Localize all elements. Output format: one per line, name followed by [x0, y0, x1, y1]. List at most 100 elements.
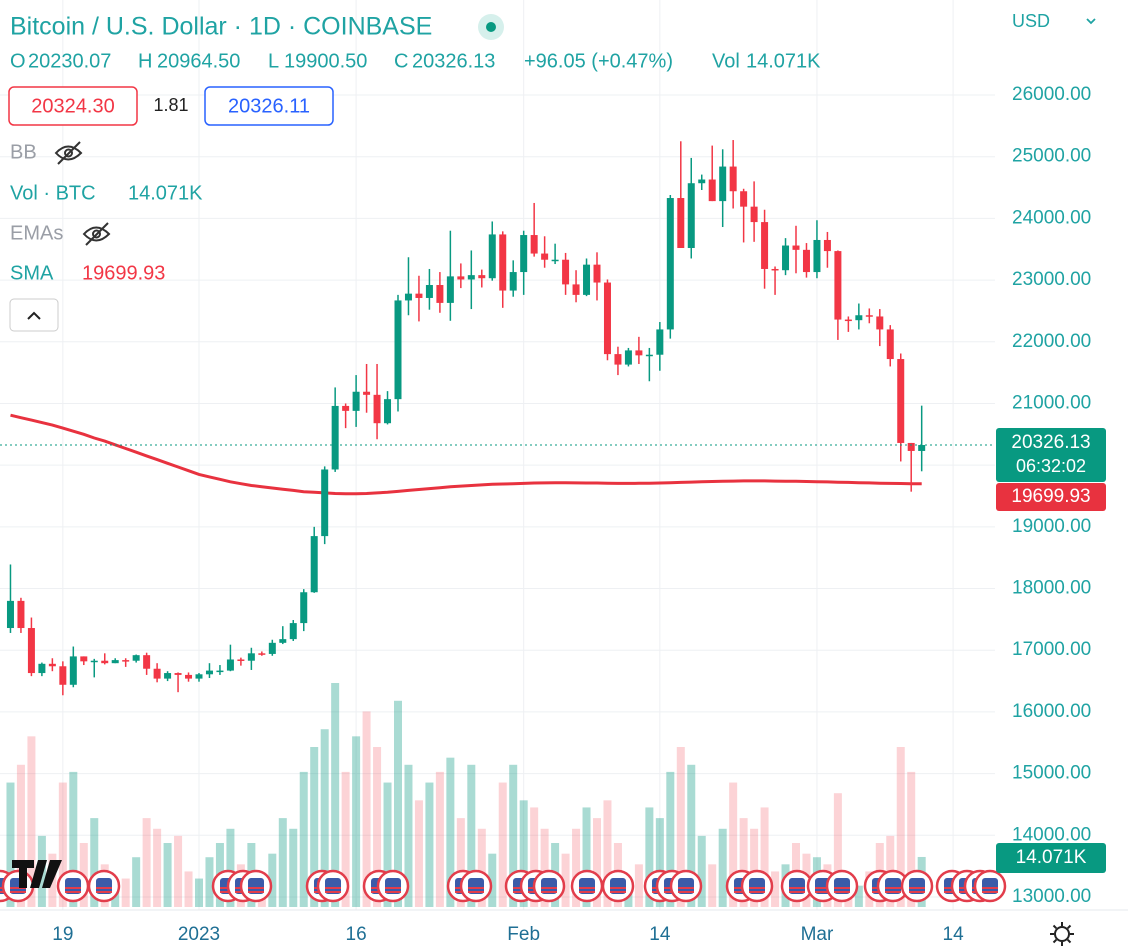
- candle-body: [918, 445, 926, 451]
- volume-bar: [289, 828, 298, 907]
- y-tick-label: 25000.00: [1012, 146, 1091, 167]
- event-flag-field: [325, 878, 341, 894]
- event-flag-stripes: [678, 887, 694, 893]
- candle-body: [886, 329, 894, 360]
- ohlc-value: 20230.07: [28, 50, 111, 72]
- candle-body: [38, 663, 46, 674]
- volume-bar: [739, 818, 748, 907]
- currency[interactable]: USD: [1012, 11, 1050, 31]
- candle-body: [761, 222, 769, 269]
- volume-bar: [414, 800, 423, 907]
- candle-body: [17, 600, 25, 629]
- candle-body: [823, 239, 831, 252]
- candle-body: [279, 639, 287, 643]
- candle-body: [520, 235, 528, 273]
- event-flag-field: [982, 878, 998, 894]
- volume-bar: [58, 782, 67, 907]
- bid: 20324.30: [31, 95, 114, 117]
- y-tick-label: 17000.00: [1012, 639, 1091, 660]
- candle-body: [876, 316, 884, 330]
- candle-body: [844, 319, 852, 322]
- candle-body: [352, 391, 360, 411]
- candle-body: [624, 350, 632, 365]
- candle-body: [656, 329, 664, 355]
- event-flag-stripes: [885, 887, 901, 893]
- indicator-name: SMA: [10, 262, 54, 284]
- volume-bar: [184, 871, 193, 907]
- volume-bar: [519, 800, 528, 907]
- candle-body: [551, 259, 559, 262]
- settings-tooth: [1052, 938, 1058, 944]
- chevron-up: [27, 311, 41, 320]
- volume-bar: [121, 878, 130, 907]
- settings-tooth: [1052, 924, 1058, 930]
- hidden-icon[interactable]: [82, 222, 111, 246]
- candle-body: [363, 391, 371, 395]
- y-tick-label: 19000.00: [1012, 516, 1091, 537]
- volume-bar: [572, 828, 581, 907]
- candle-body: [855, 315, 863, 321]
- candle-body: [719, 166, 727, 202]
- volume-bar: [394, 700, 402, 907]
- event-flag-field: [65, 878, 81, 894]
- candle-body: [509, 272, 517, 291]
- volume-bar: [153, 828, 162, 907]
- background-layer: [0, 0, 1128, 911]
- candle-body: [185, 674, 193, 679]
- ohlc-key: L: [268, 50, 279, 72]
- event-flag-field: [468, 878, 484, 894]
- volume-bar: [174, 835, 183, 907]
- candle-body: [321, 469, 329, 537]
- ohlc-value: 20326.13: [412, 50, 495, 72]
- volume-bar: [561, 853, 570, 907]
- candle-body: [310, 536, 318, 593]
- event-flag-stripes: [749, 887, 765, 893]
- volume-bar: [676, 747, 685, 907]
- ohlc-value: 20964.50: [157, 50, 240, 72]
- settings-icon[interactable]: [1050, 922, 1074, 946]
- y-tick-label: 15000.00: [1012, 763, 1091, 784]
- y-tick-label: 16000.00: [1012, 701, 1091, 722]
- tv-logo: [12, 860, 62, 888]
- event-flag-field: [610, 878, 626, 894]
- candle-body: [698, 179, 706, 184]
- volume-bar: [467, 764, 476, 907]
- x-tick-label: Mar: [801, 924, 834, 945]
- candle-body: [687, 183, 695, 248]
- volume-label: 14.071K: [1016, 847, 1087, 868]
- volume-label-box: [996, 843, 1106, 873]
- hidden-icon[interactable]: [54, 141, 83, 165]
- volume-bar: [373, 747, 382, 907]
- candle-body: [143, 655, 151, 669]
- candle-body: [300, 592, 308, 624]
- settings-tooth: [1066, 938, 1072, 944]
- sma-line: [10, 413, 922, 496]
- event-flag-stripes: [579, 887, 595, 893]
- candle-body: [394, 300, 402, 400]
- volume-bar: [896, 747, 905, 907]
- candle-body: [583, 264, 591, 295]
- indicator-name: EMAs: [10, 222, 63, 244]
- volume-bar: [16, 764, 25, 907]
- candle-body: [6, 600, 14, 629]
- candle-body: [111, 660, 119, 664]
- currency-chevron: [1086, 18, 1096, 25]
- last-price-box: [996, 428, 1106, 483]
- candle-body: [247, 653, 255, 661]
- event-flag-stripes: [610, 887, 626, 893]
- candle-body: [729, 166, 737, 192]
- volume-bar: [6, 782, 15, 907]
- collapse-button[interactable]: [9, 298, 59, 332]
- event-flag-stripes: [96, 887, 112, 893]
- ask-box[interactable]: [204, 86, 334, 126]
- volume-bar: [687, 764, 696, 907]
- volume-bar: [718, 828, 727, 907]
- candle-body: [415, 293, 423, 298]
- volume-bar: [27, 736, 36, 907]
- y-tick-label: 18000.00: [1012, 578, 1091, 599]
- bid-box[interactable]: [8, 86, 138, 126]
- x-tick-label: 14: [943, 924, 965, 945]
- candle-body: [205, 670, 213, 675]
- y-tick-label: 22000.00: [1012, 331, 1091, 352]
